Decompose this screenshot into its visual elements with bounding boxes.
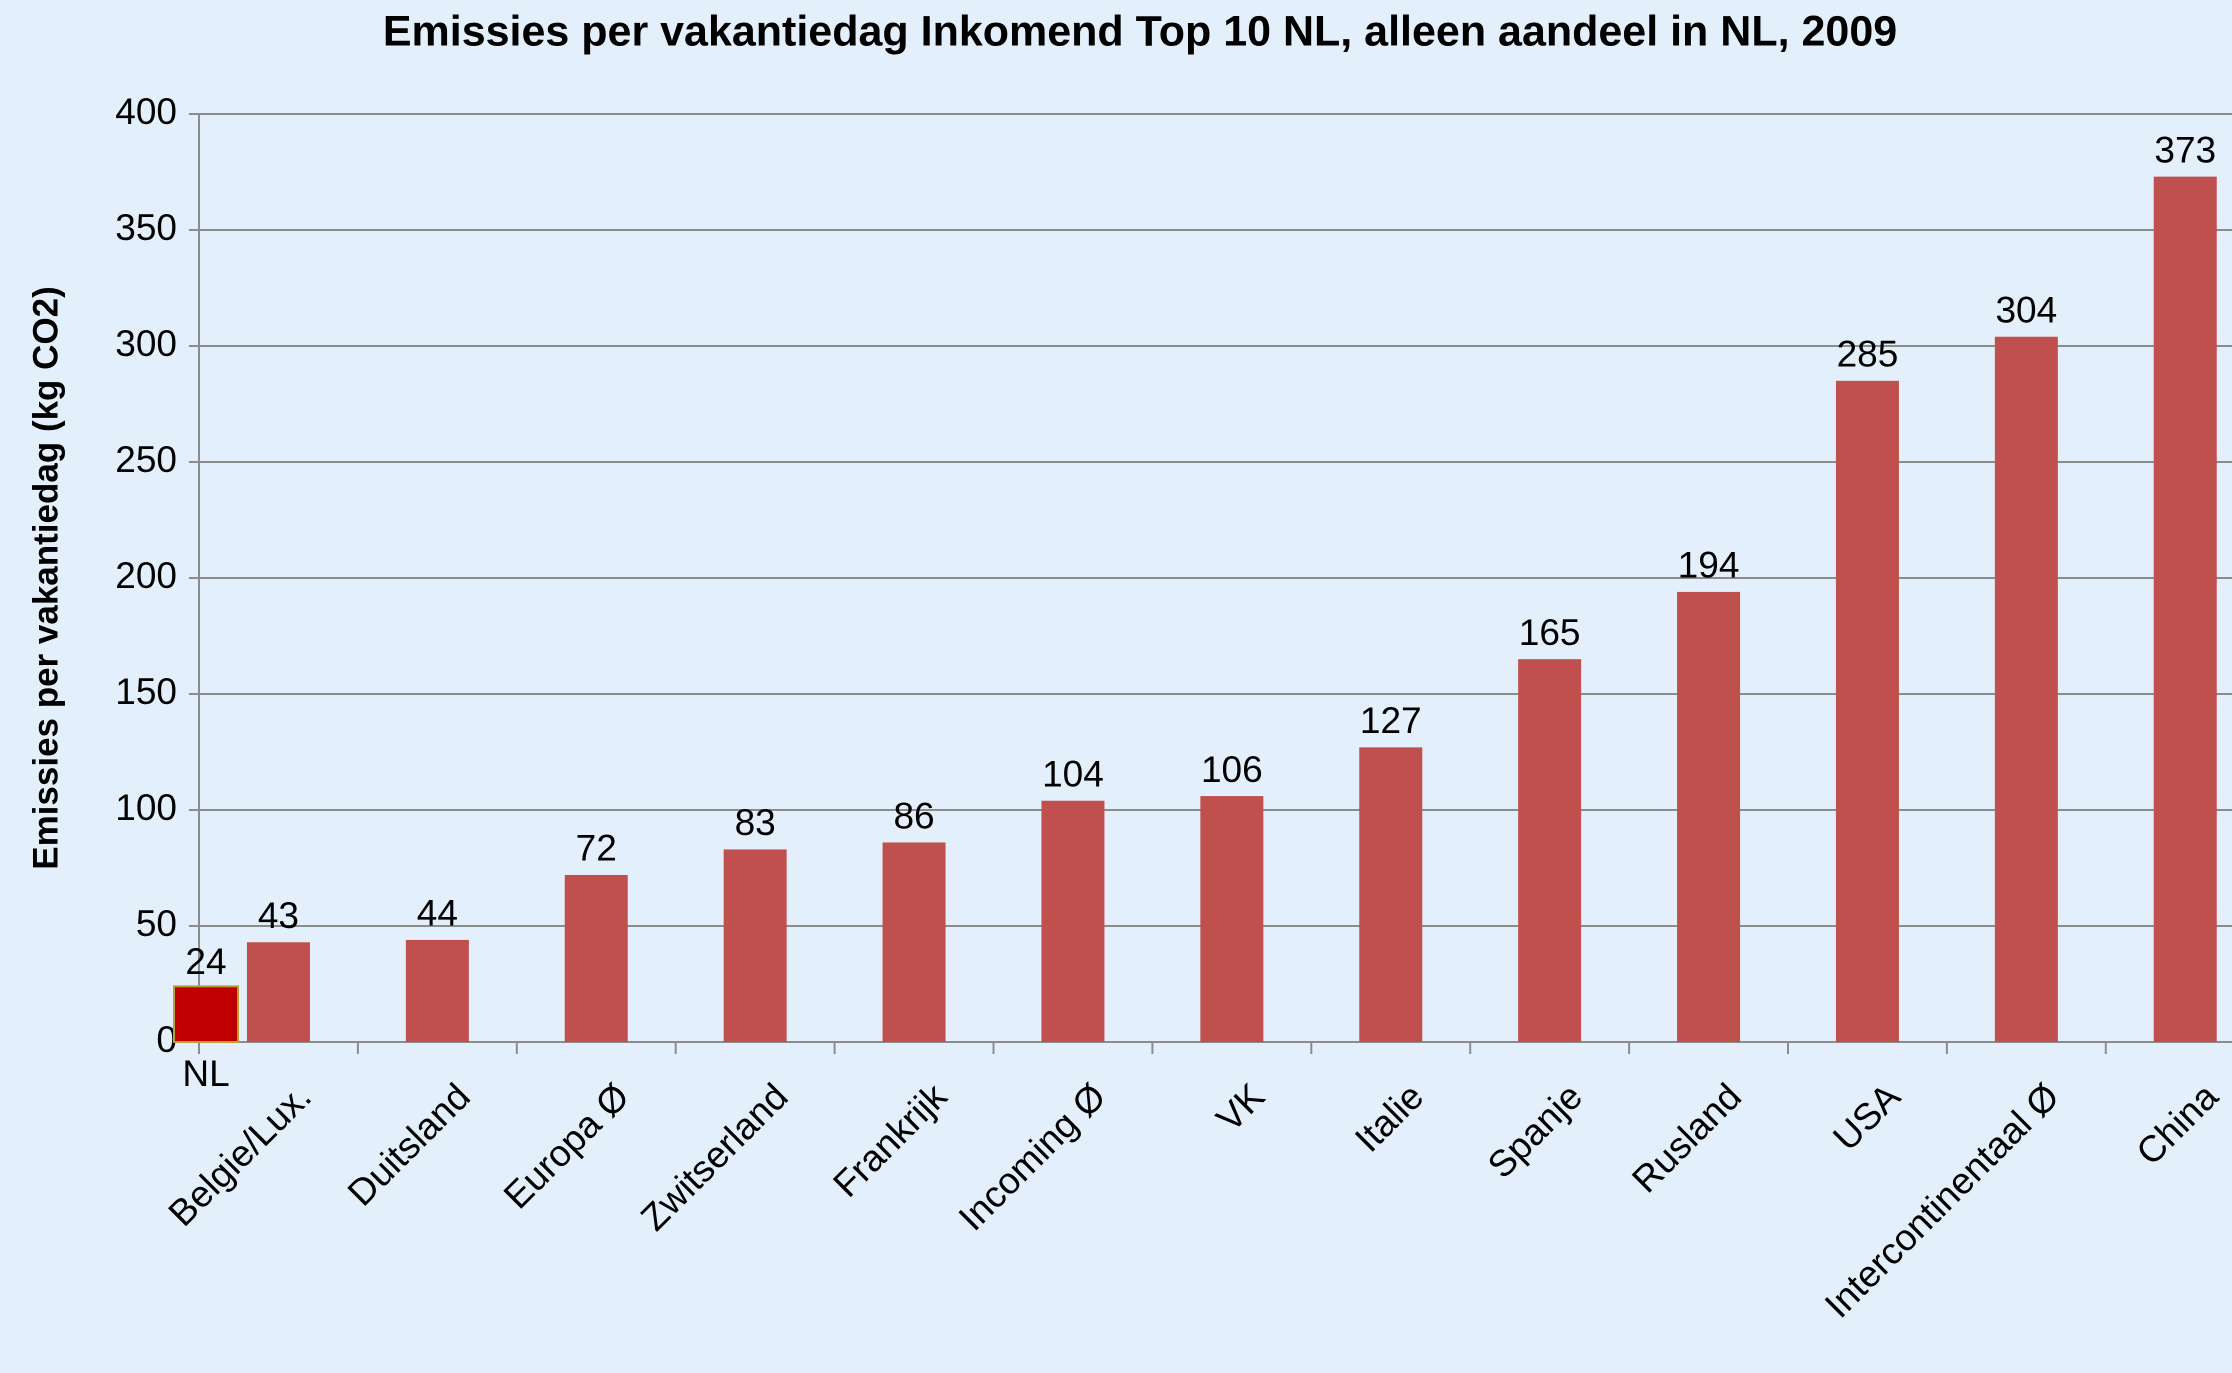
y-tick-label: 200 <box>115 555 177 596</box>
chart-title: Emissies per vakantiedag Inkomend Top 10… <box>383 7 1897 55</box>
data-label: 127 <box>1360 700 1422 741</box>
bar <box>405 939 469 1042</box>
bar <box>1200 796 1264 1042</box>
data-label: 104 <box>1042 754 1104 795</box>
data-label: 304 <box>1995 290 2057 331</box>
bar <box>1835 380 1899 1042</box>
data-label: 285 <box>1837 334 1899 375</box>
bar <box>1677 591 1741 1042</box>
bar <box>1518 659 1582 1042</box>
reference-label: NL <box>182 1053 229 1094</box>
y-tick-label: 0 <box>156 1019 177 1060</box>
y-tick-label: 350 <box>115 207 177 248</box>
reference-bar <box>173 985 239 1044</box>
data-label: 44 <box>417 893 458 934</box>
y-tick-label: 400 <box>115 91 177 132</box>
data-label: 72 <box>576 828 617 869</box>
data-label: 86 <box>893 795 934 836</box>
data-label: 43 <box>258 895 299 936</box>
y-axis-label: Emissies per vakantiedag (kg CO2) <box>26 286 65 870</box>
y-tick-label: 250 <box>115 439 177 480</box>
reference-value-label: 24 <box>185 941 226 982</box>
bar <box>1359 747 1423 1042</box>
data-label: 373 <box>2154 129 2216 170</box>
data-label: 106 <box>1201 749 1263 790</box>
data-label: 194 <box>1678 545 1740 586</box>
bar <box>564 874 628 1042</box>
bar <box>2153 176 2217 1042</box>
y-tick-label: 100 <box>115 787 177 828</box>
bar <box>246 942 310 1042</box>
data-label: 165 <box>1519 612 1581 653</box>
data-label: 83 <box>735 802 776 843</box>
y-tick-label: 150 <box>115 671 177 712</box>
y-tick-label: 50 <box>136 903 177 944</box>
bar <box>723 849 787 1042</box>
y-tick-label: 300 <box>115 323 177 364</box>
bar <box>1994 336 2058 1043</box>
bar <box>1041 800 1105 1042</box>
bar <box>882 842 946 1042</box>
